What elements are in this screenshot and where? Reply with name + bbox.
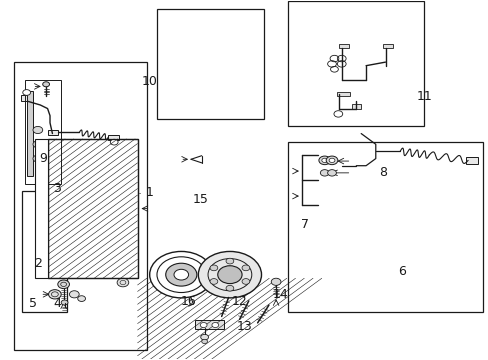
Circle shape	[320, 170, 328, 176]
Circle shape	[198, 251, 261, 298]
Circle shape	[321, 158, 327, 162]
Circle shape	[33, 126, 42, 134]
Text: 12: 12	[231, 295, 247, 308]
Text: 6: 6	[398, 265, 406, 278]
Bar	[35, 139, 47, 278]
Bar	[339, 44, 348, 48]
Circle shape	[225, 285, 233, 291]
Bar	[287, 1, 424, 126]
Bar	[233, 266, 254, 273]
Circle shape	[58, 280, 69, 289]
Bar	[195, 320, 224, 329]
Circle shape	[23, 90, 30, 95]
Circle shape	[318, 156, 330, 165]
Circle shape	[174, 269, 188, 280]
Text: 2: 2	[34, 257, 41, 270]
Text: 4: 4	[53, 297, 61, 310]
Circle shape	[149, 251, 212, 298]
Text: 11: 11	[416, 90, 431, 103]
Text: 8: 8	[378, 166, 386, 179]
Circle shape	[33, 141, 42, 148]
Bar	[14, 62, 147, 350]
Circle shape	[61, 300, 68, 305]
Text: 15: 15	[192, 193, 208, 206]
Circle shape	[110, 139, 118, 145]
Circle shape	[200, 323, 206, 328]
Bar	[47, 130, 58, 135]
Circle shape	[33, 155, 42, 162]
Bar	[287, 143, 482, 312]
Bar	[22, 191, 67, 312]
Bar	[47, 139, 137, 278]
Text: 3: 3	[53, 183, 61, 195]
Bar	[47, 139, 137, 278]
Circle shape	[209, 279, 217, 284]
Text: 16: 16	[181, 295, 196, 308]
Text: 14: 14	[272, 288, 288, 301]
Circle shape	[201, 339, 207, 343]
Circle shape	[225, 258, 233, 264]
Circle shape	[165, 263, 197, 286]
Bar	[465, 157, 477, 164]
Circle shape	[328, 158, 334, 162]
Circle shape	[327, 170, 336, 176]
Circle shape	[271, 278, 281, 285]
Circle shape	[157, 257, 205, 293]
Bar	[27, 91, 32, 176]
Text: 13: 13	[236, 320, 252, 333]
Bar	[21, 95, 33, 102]
Circle shape	[211, 323, 218, 328]
Text: 7: 7	[301, 218, 308, 231]
Text: 1: 1	[145, 186, 153, 199]
Circle shape	[201, 334, 208, 340]
Bar	[47, 139, 137, 278]
Circle shape	[242, 265, 249, 271]
Bar	[382, 44, 392, 48]
Circle shape	[244, 261, 252, 267]
Circle shape	[209, 265, 217, 271]
Bar	[25, 80, 61, 184]
Text: 10: 10	[142, 75, 157, 88]
Bar	[336, 92, 350, 96]
Circle shape	[78, 296, 85, 301]
Circle shape	[325, 156, 337, 165]
Bar	[108, 135, 119, 140]
Bar	[157, 9, 264, 119]
Circle shape	[217, 266, 242, 284]
Circle shape	[117, 278, 128, 287]
Circle shape	[242, 279, 249, 284]
Bar	[352, 104, 361, 109]
Circle shape	[48, 290, 61, 299]
Text: 9: 9	[39, 152, 46, 165]
Circle shape	[69, 291, 79, 298]
Circle shape	[42, 82, 49, 87]
Text: 5: 5	[29, 297, 37, 310]
